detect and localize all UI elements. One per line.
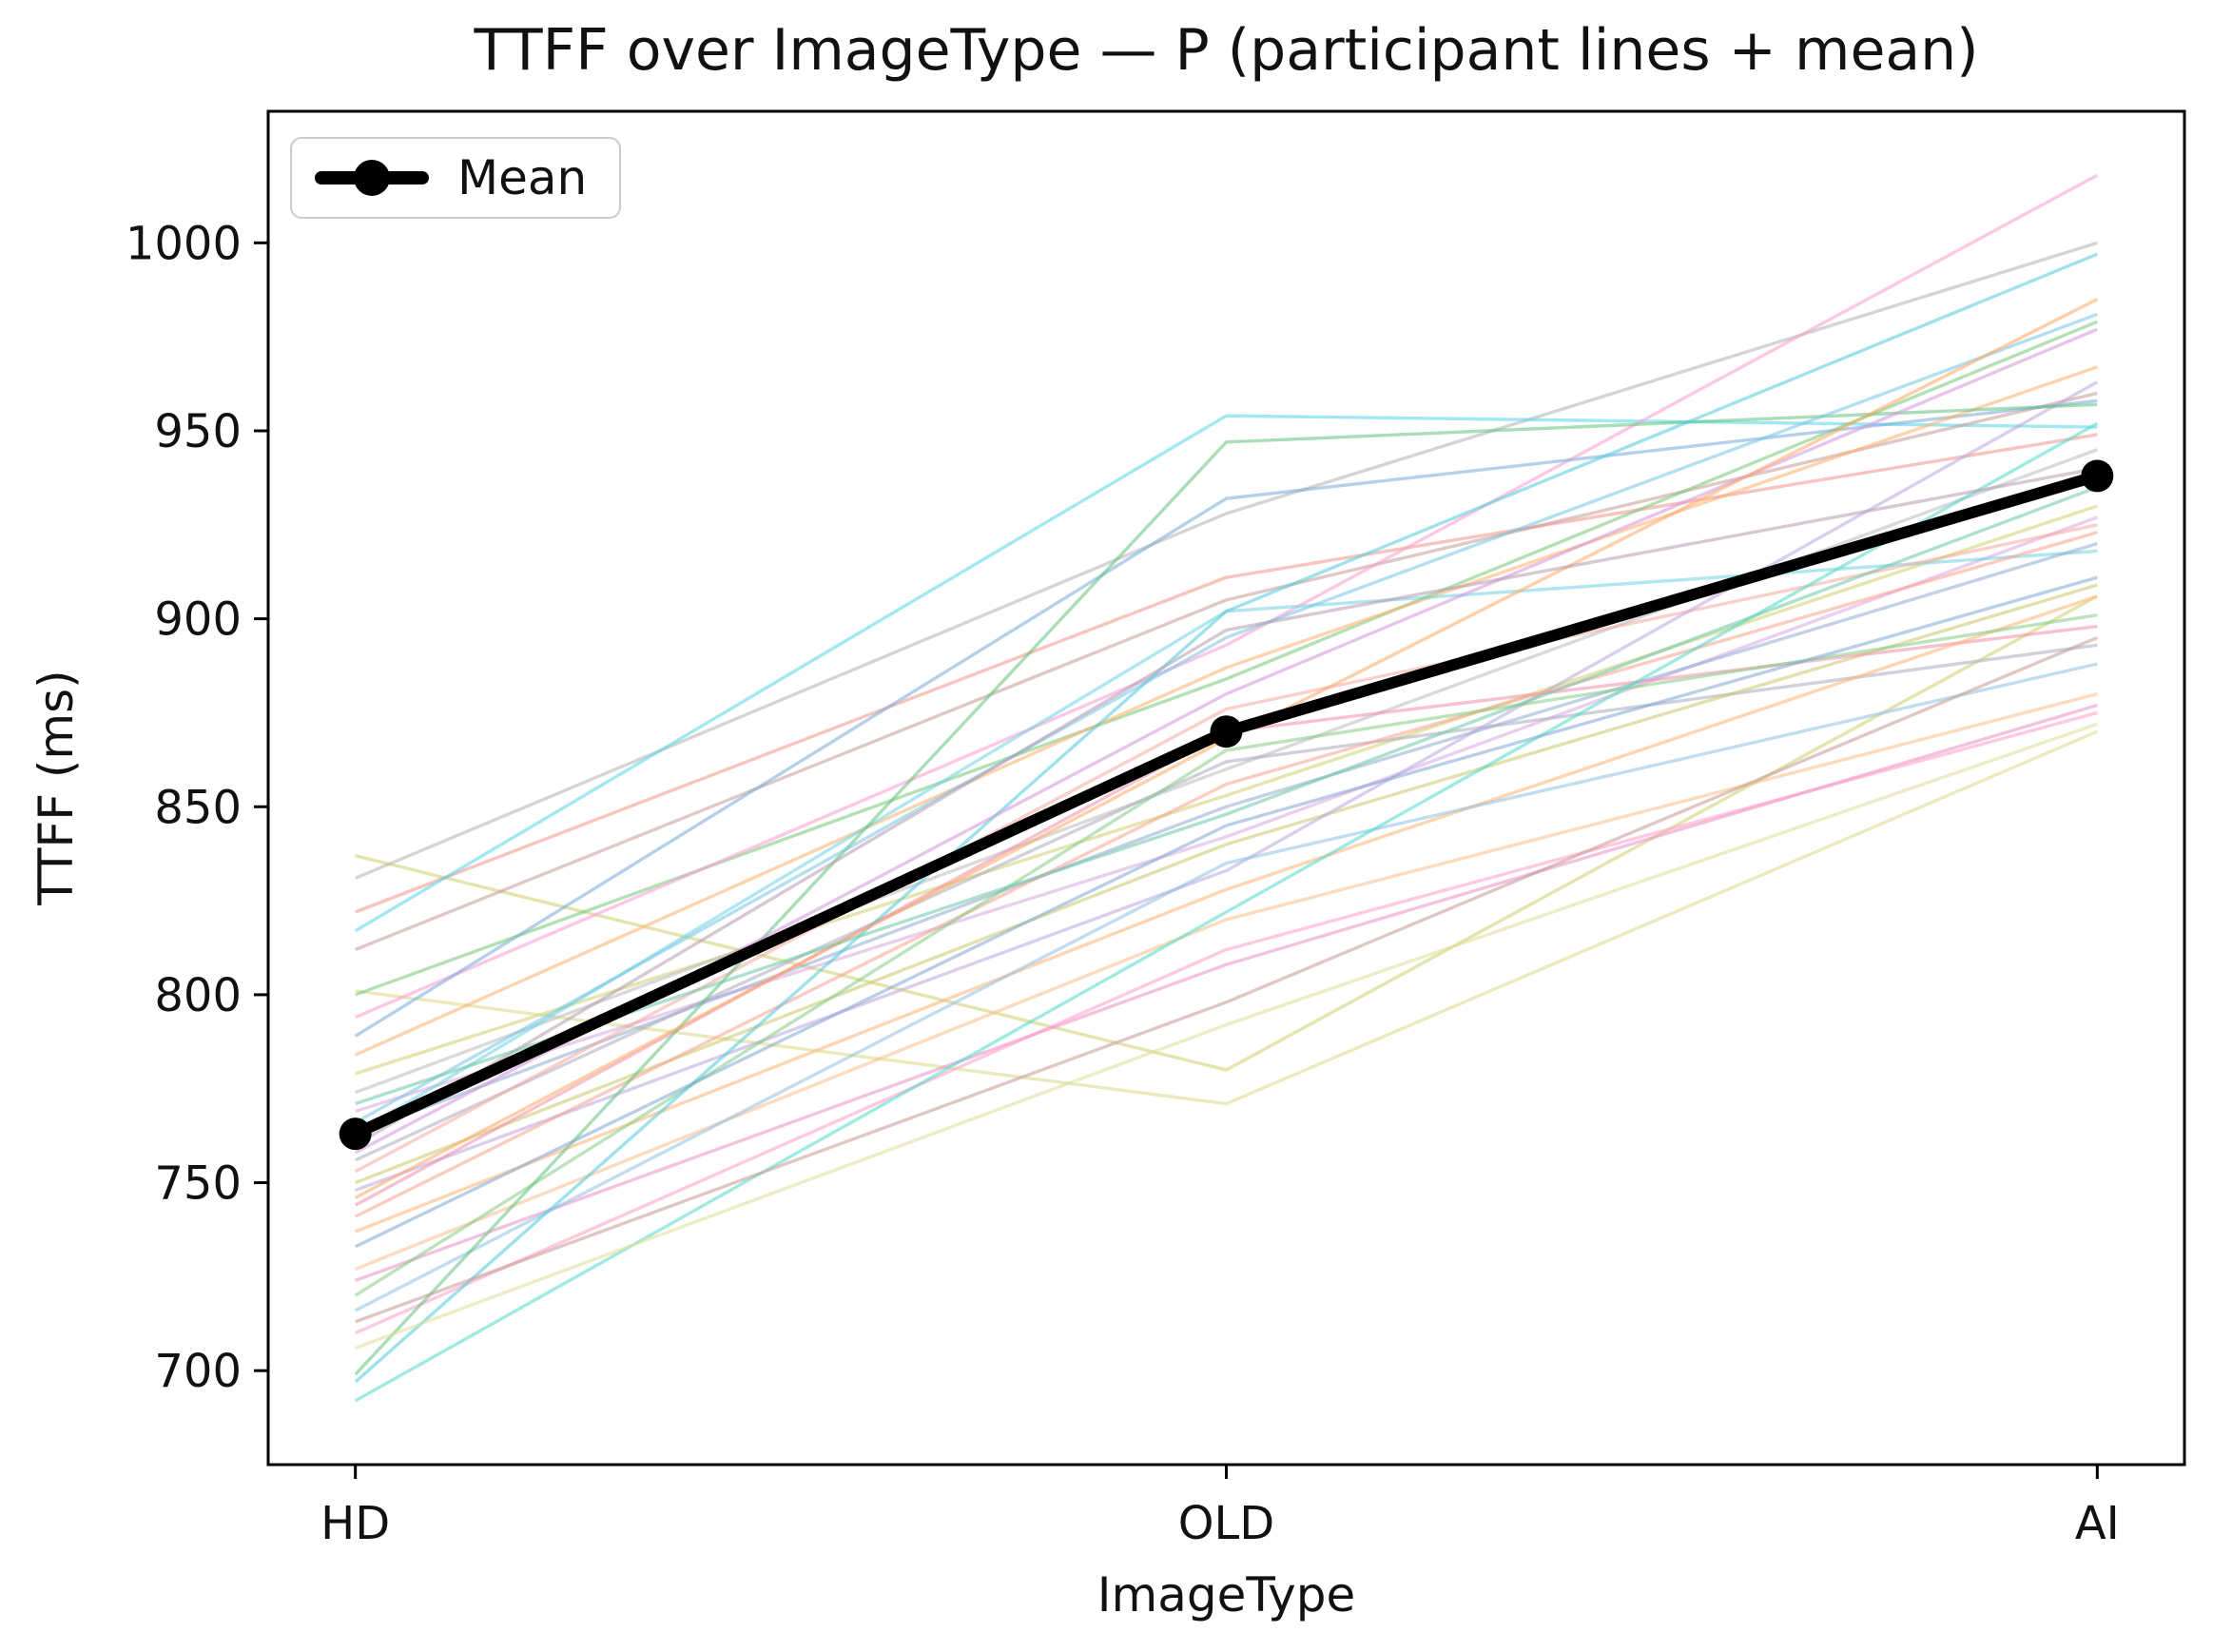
participant-line <box>355 729 2098 1106</box>
participant-line <box>355 541 2098 1136</box>
participant-line <box>354 643 2098 1162</box>
legend-label: Mean <box>457 150 588 205</box>
participant-line <box>354 312 2098 1124</box>
participant-line <box>354 421 2099 1403</box>
participant-line <box>354 710 2098 1335</box>
participant-line <box>355 515 2098 1114</box>
participant-line <box>355 583 2098 1185</box>
participant-line <box>354 414 2098 933</box>
participant-line <box>354 252 2098 1384</box>
participant-line <box>355 703 2098 1282</box>
mean-marker <box>1210 715 1243 748</box>
participant-line <box>355 380 2099 1193</box>
participant-line <box>355 320 2098 997</box>
x-tick-label: HD <box>320 1497 390 1550</box>
x-axis-label: ImageType <box>1097 1567 1356 1623</box>
legend: Mean <box>290 137 622 219</box>
mean-marker-icon <box>354 160 390 196</box>
participant-line <box>355 173 2099 1020</box>
participant-line <box>355 433 2098 914</box>
mean-line-legend-sample <box>315 160 429 196</box>
chart-title: TTFF over ImageType — P (participant lin… <box>474 17 1979 84</box>
participant-line <box>354 531 2098 1218</box>
participant-line <box>354 402 2098 1376</box>
mean-marker <box>2081 459 2114 493</box>
y-tick-label: 900 <box>154 593 242 647</box>
participant-line <box>355 391 2098 952</box>
y-tick-label: 950 <box>154 405 242 458</box>
axes-spine <box>266 109 2186 1467</box>
participant-line <box>354 365 2098 1057</box>
participant-line <box>355 448 2098 1095</box>
y-tick-label: 750 <box>154 1157 242 1211</box>
y-axis-label: TTFF (ms) <box>29 670 84 905</box>
participant-line <box>355 635 2098 1324</box>
participant-line <box>355 485 2098 1106</box>
participant-line <box>354 662 2098 1312</box>
participant-line <box>355 594 2098 1234</box>
y-tick-label: 700 <box>154 1345 242 1398</box>
mean-marker <box>339 1118 372 1151</box>
participant-line <box>355 692 2098 1272</box>
participant-line <box>355 504 2098 1076</box>
participant-line <box>354 398 2098 1038</box>
y-tick-label: 1000 <box>126 217 242 270</box>
participant-line <box>354 575 2098 1249</box>
participant-line <box>355 722 2098 1351</box>
x-tick-label: AI <box>2075 1497 2120 1550</box>
participant-line <box>354 624 2098 1207</box>
x-tick-label: OLD <box>1178 1497 1274 1550</box>
y-tick-label: 800 <box>154 969 242 1022</box>
y-tick-label: 850 <box>154 781 242 834</box>
participant-line <box>354 466 2098 1147</box>
